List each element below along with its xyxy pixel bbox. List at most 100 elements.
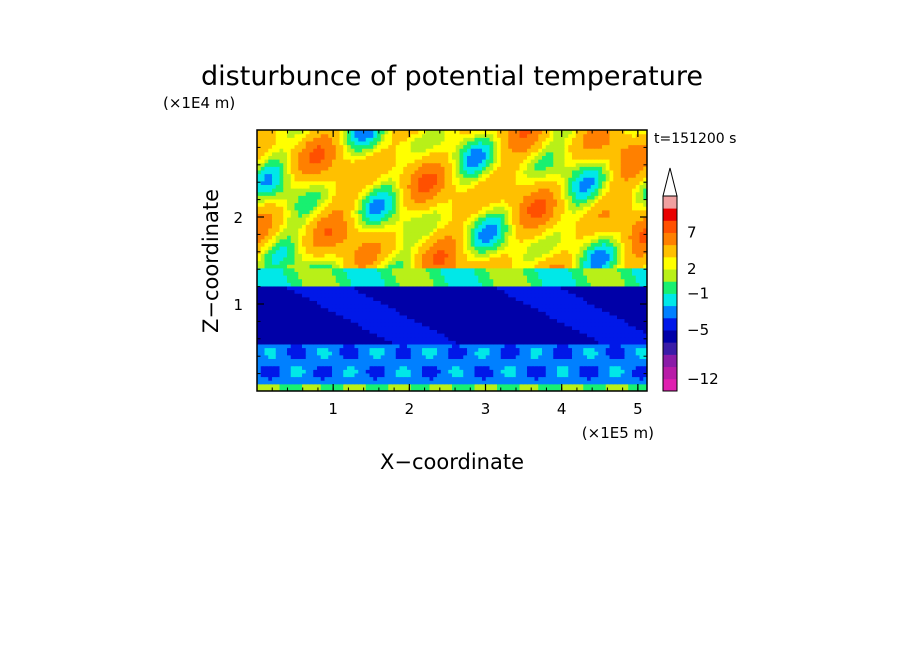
- field-cell: [350, 383, 356, 388]
- field-cell: [635, 227, 641, 233]
- field-cell: [628, 217, 633, 222]
- field-cell: [519, 376, 524, 381]
- field-cell: [275, 242, 281, 247]
- field-cell: [332, 238, 337, 243]
- field-cell: [403, 333, 408, 338]
- field-cell: [328, 329, 333, 334]
- field-cell: [508, 351, 513, 356]
- field-cell: [287, 318, 292, 323]
- field-cell: [617, 246, 622, 251]
- field-cell: [433, 271, 438, 276]
- field-cell: [628, 347, 633, 352]
- field-cell: [358, 351, 363, 356]
- field-cell: [519, 336, 524, 341]
- field-cell: [290, 340, 296, 345]
- field-cell: [538, 289, 543, 294]
- field-cell: [587, 256, 592, 262]
- field-cell: [515, 354, 521, 359]
- field-cell: [328, 322, 333, 327]
- field-cell: [632, 253, 637, 258]
- field-cell: [343, 289, 348, 294]
- field-cell: [500, 296, 506, 301]
- field-cell: [628, 227, 633, 233]
- field-cell: [365, 293, 371, 298]
- field-cell: [332, 235, 337, 240]
- field-cell: [257, 351, 262, 356]
- field-cell: [493, 246, 498, 251]
- field-cell: [395, 380, 401, 385]
- field-cell: [500, 293, 506, 298]
- field-cell: [328, 314, 333, 320]
- field-cell: [399, 365, 404, 370]
- field-cell: [613, 372, 618, 378]
- field-cell: [433, 238, 438, 243]
- field-cell: [302, 333, 307, 338]
- field-cell: [605, 256, 611, 262]
- field-cell: [639, 354, 644, 359]
- field-cell: [620, 329, 626, 334]
- field-cell: [643, 256, 647, 262]
- field-cell: [542, 354, 547, 359]
- field-cell: [380, 340, 386, 345]
- field-cell: [272, 231, 277, 236]
- field-cell: [380, 260, 386, 265]
- field-cell: [313, 311, 318, 316]
- field-cell: [332, 369, 337, 374]
- field-cell: [347, 231, 352, 236]
- field-cell: [467, 249, 472, 254]
- field-cell: [373, 260, 378, 265]
- field-cell: [328, 300, 333, 305]
- field-cell: [392, 238, 397, 243]
- field-cell: [512, 387, 517, 391]
- field-cell: [549, 351, 554, 356]
- field-cell: [530, 307, 536, 312]
- field-cell: [444, 253, 449, 258]
- field-cell: [579, 217, 584, 222]
- field-cell: [335, 365, 341, 370]
- field-cell: [519, 217, 524, 222]
- field-cell: [373, 318, 378, 323]
- field-cell: [455, 217, 461, 222]
- field-cell: [605, 365, 611, 370]
- field-cell: [264, 224, 269, 229]
- field-cell: [504, 271, 509, 276]
- field-cell: [530, 224, 536, 229]
- field-cell: [433, 246, 438, 251]
- field-cell: [519, 282, 524, 287]
- field-cell: [598, 246, 603, 251]
- field-cell: [279, 220, 284, 225]
- field-cell: [440, 383, 446, 388]
- field-cell: [395, 318, 401, 323]
- field-cell: [425, 220, 431, 225]
- field-cell: [343, 264, 348, 269]
- field-cell: [448, 311, 453, 316]
- field-cell: [410, 329, 416, 334]
- field-cell: [380, 314, 386, 320]
- field-cell: [395, 275, 401, 280]
- field-cell: [418, 383, 423, 388]
- field-cell: [302, 376, 307, 381]
- field-cell: [508, 217, 513, 222]
- field-cell: [602, 227, 607, 233]
- field-cell: [594, 347, 599, 352]
- field-cell: [485, 358, 491, 363]
- field-cell: [624, 238, 629, 243]
- field-cell: [467, 231, 472, 236]
- field-cell: [575, 336, 581, 341]
- field-cell: [635, 362, 641, 367]
- field-cell: [399, 224, 404, 229]
- field-cell: [380, 354, 386, 359]
- field-cell: [324, 256, 329, 262]
- field-cell: [613, 293, 618, 298]
- field-cell: [362, 260, 367, 265]
- field-cell: [339, 282, 344, 287]
- field-cell: [354, 387, 359, 391]
- field-cell: [403, 285, 408, 291]
- field-cell: [455, 296, 461, 301]
- field-cell: [298, 267, 303, 272]
- field-cell: [272, 256, 277, 262]
- field-cell: [392, 242, 397, 247]
- field-cell: [467, 282, 472, 287]
- field-cell: [542, 217, 547, 222]
- field-cell: [594, 369, 599, 374]
